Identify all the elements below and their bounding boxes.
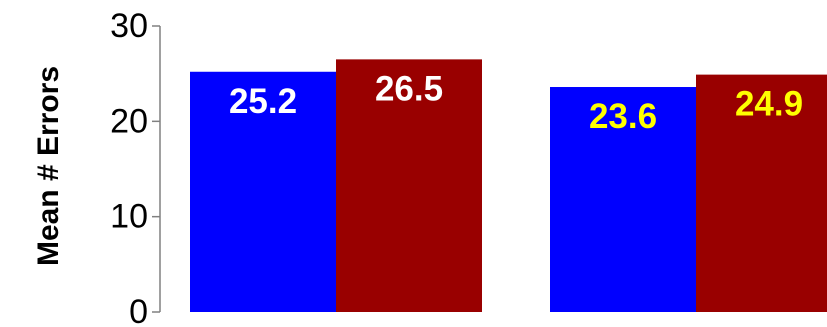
y-tick-label: 20 xyxy=(110,102,148,140)
bar xyxy=(190,71,336,312)
bar xyxy=(336,59,482,312)
y-tick-label: 10 xyxy=(110,198,148,236)
y-axis-title: Mean # Errors xyxy=(32,66,65,266)
bar-value-label: 24.9 xyxy=(735,85,803,124)
bars xyxy=(190,59,827,313)
bar xyxy=(696,74,827,313)
bar xyxy=(550,87,696,312)
y-axis-ticks: 0 10 20 30 xyxy=(110,7,160,327)
y-tick-label: 0 xyxy=(129,293,148,327)
bar-value-label: 23.6 xyxy=(589,97,657,136)
data-labels: 25.2 26.5 23.6 24.9 xyxy=(229,69,803,136)
bar-value-label: 25.2 xyxy=(229,82,297,121)
bar-value-label: 26.5 xyxy=(375,69,443,108)
y-tick-label: 30 xyxy=(110,7,148,45)
